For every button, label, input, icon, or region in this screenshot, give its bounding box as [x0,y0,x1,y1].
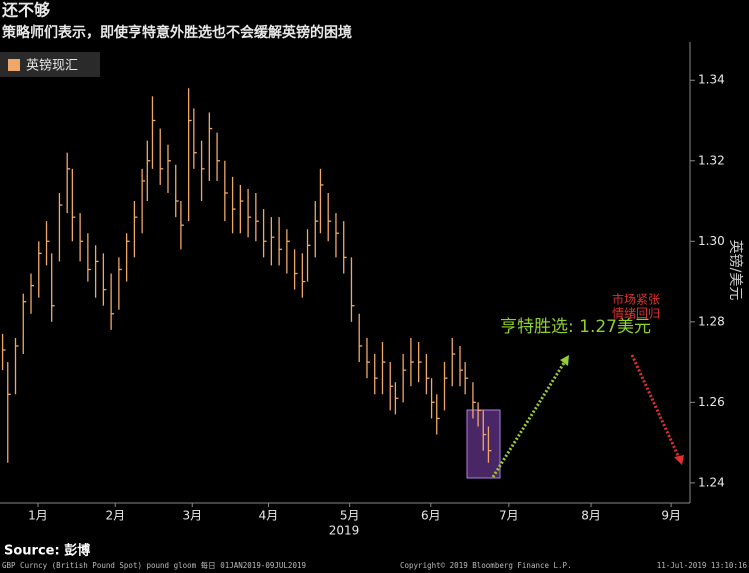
x-tick-label: 2月 [105,509,125,523]
chart-subtitle: 策略师们表示，即使亨特意外胜选也不会缓解英镑的困境 [1,24,352,41]
y-tick-label: 1.30 [698,234,725,248]
x-tick-label: 4月 [259,509,279,523]
footer-center: Copyright© 2019 Bloomberg Finance L.P. [400,561,572,570]
x-tick-label: 6月 [421,509,441,523]
x-tick-label: 8月 [581,509,601,523]
y-tick-label: 1.32 [698,153,725,167]
green-arrowhead [560,355,569,366]
red-arrow [630,354,682,461]
x-tick-label: 3月 [182,509,202,523]
annotation-red: 市场紧张 [612,292,660,307]
annotation-hunt: 亨特胜选: 1.27美元 [500,317,651,337]
legend-label: 英镑现汇 [26,58,78,74]
x-tick-label: 1月 [28,509,48,523]
chart-title: 还不够 [1,1,50,20]
red-arrowhead [674,455,684,465]
y-tick-label: 1.34 [698,73,725,87]
footer-left: GBP Curncy (British Pound Spot) pound gl… [2,560,306,570]
green-arrow [491,357,569,478]
y-tick-label: 1.26 [698,395,725,409]
y-tick-label: 1.24 [698,475,725,489]
x-tick-label: 7月 [499,509,519,523]
legend-swatch [8,59,20,71]
y-tick-label: 1.28 [698,314,725,328]
x-axis-label: 2019 [329,524,360,538]
y-axis-label: 英镑/美元 [727,240,744,301]
x-tick-label: 5月 [340,509,360,523]
source: Source: 彭博 [4,543,90,559]
annotation-red: 情绪回归 [612,307,660,321]
x-tick-label: 9月 [661,509,681,523]
footer-right: 11-Jul-2019 13:10:16 [657,561,748,570]
